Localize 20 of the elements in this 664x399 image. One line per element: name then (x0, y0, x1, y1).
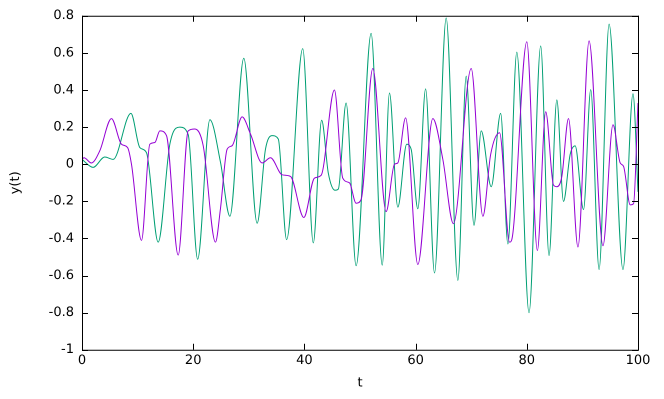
y-tick-label: -0.8 (48, 305, 74, 320)
y-axis-title: y(t) (8, 171, 24, 194)
x-tick-label: 40 (296, 352, 313, 368)
y-tick-label: -1 (61, 342, 74, 358)
y-tick-label: 0.8 (53, 8, 74, 24)
x-tick-label: 0 (78, 352, 86, 368)
y-tick-label: 0 (66, 156, 74, 172)
x-axis-title: t (357, 376, 363, 391)
x-tick-label: 60 (407, 352, 424, 368)
y-tick-label: -0.6 (48, 268, 74, 283)
y-tick-label: 0.2 (53, 120, 74, 135)
y-tick-label: -0.2 (48, 194, 74, 209)
x-tick-label: 20 (184, 352, 202, 368)
x-tick-label: 80 (518, 352, 536, 368)
y-tick-label: 0.6 (53, 45, 74, 60)
x-tick-label: 100 (626, 352, 650, 368)
line-series (82, 40, 638, 265)
y-tick-label: 0.4 (53, 82, 74, 98)
y-tick-label: -0.4 (48, 230, 74, 246)
line-series (82, 18, 638, 314)
